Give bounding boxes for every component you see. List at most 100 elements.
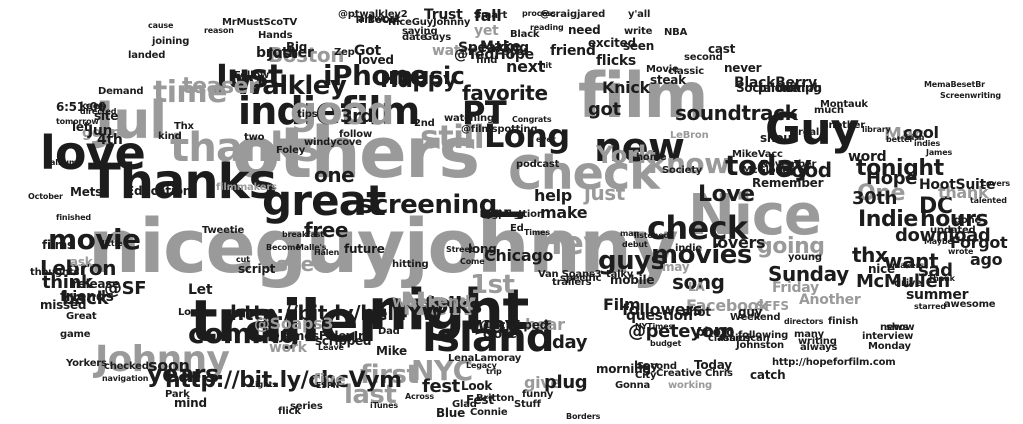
cloud-word-better: better (886, 135, 914, 144)
cloud-word-niceguyjohnny: NiceGuyJohnny (388, 17, 471, 28)
cloud-word-tweetie: Tweetie (202, 225, 245, 236)
cloud-word-one: One (857, 181, 905, 206)
cloud-word-seen: seen (623, 39, 655, 53)
cloud-word-little: little (102, 239, 123, 248)
cloud-word-finish: finish (828, 316, 859, 327)
cloud-word-kid: kid (480, 209, 497, 220)
cloud-word-waiting: waiting (480, 209, 521, 220)
cloud-word-help: Help (480, 209, 505, 220)
cloud-word-morning: morning (596, 362, 651, 376)
cloud-word-remember: Remember (752, 176, 824, 190)
cloud-word-mobile: mobile (610, 273, 655, 287)
cloud-word-another: Another (799, 292, 861, 308)
cloud-word-lebron: Lebron (40, 256, 117, 280)
cloud-word-maybe: Maybe (924, 237, 953, 246)
cloud-word-watch: watch (432, 43, 478, 59)
cloud-word-mike: Mike (376, 344, 407, 358)
cloud-word-sffs: SFFS (756, 299, 789, 313)
cloud-word-steak: steak (650, 73, 686, 87)
cloud-word-reason: reason (204, 26, 234, 35)
cloud-word-teaser: teaser (182, 74, 259, 99)
cloud-word-new: New (400, 285, 477, 323)
cloud-word-new: new (594, 125, 685, 171)
cloud-word-yet: yet (474, 23, 499, 39)
cloud-word-young: young (788, 252, 822, 263)
cloud-word-gonna: gonna (82, 125, 130, 141)
cloud-word-work: work (269, 340, 307, 356)
cloud-word-photo: photo (696, 325, 735, 339)
cloud-word-great: Great (66, 311, 97, 322)
cloud-word-film: Film (603, 295, 641, 314)
cloud-word-follow: follow (339, 129, 372, 140)
cloud-word-directed: directed (80, 107, 117, 116)
cloud-word-october: October (28, 192, 63, 201)
cloud-word-sunday: Sunday (768, 262, 849, 286)
cloud-word-soaps3: @Soaps3 (254, 314, 334, 333)
cloud-word-long: Long (484, 117, 570, 155)
cloud-word-niceguyjohnny: niceguyjohnny (88, 204, 679, 290)
cloud-word-jamesfoleyjr: @JamesFoleyJr (268, 329, 364, 343)
cloud-word-hitting: hitting (392, 259, 429, 270)
cloud-word-last: last (344, 380, 397, 410)
cloud-word-talky: talky (606, 269, 634, 280)
cloud-word-30th: 30th (852, 188, 898, 209)
cloud-word-reading: reading (530, 23, 564, 32)
cloud-word-movies: movies (651, 240, 752, 270)
cloud-word-mets: Mets (70, 185, 102, 199)
cloud-word-jul: Jul (95, 91, 167, 151)
cloud-word-nyc: NYC (411, 354, 473, 387)
cloud-word-big: Big (286, 40, 308, 54)
cloud-word-night: Night (480, 209, 510, 220)
cloud-word-wrote: wrote (948, 247, 974, 256)
cloud-word-filmspotting: @filmspotting (461, 124, 538, 135)
cloud-word-follow: Follow (234, 70, 270, 81)
cloud-word-windycove: windycove (304, 137, 362, 148)
cloud-word-makers: makers (892, 261, 925, 270)
cloud-word-free: free (304, 218, 349, 242)
cloud-word-sad: sad (918, 260, 953, 281)
cloud-word-indies: indies (914, 139, 941, 148)
cloud-word-lenalamoray: LenaLamoray (448, 353, 522, 364)
cloud-word-hit: hit (540, 61, 552, 70)
cloud-word-filmmakers: filmmakers (216, 182, 277, 193)
cloud-word-catch: catch (750, 368, 786, 382)
cloud-word-funny: funny (522, 389, 554, 400)
cloud-word-navigation: navigation (102, 374, 149, 383)
cloud-word-budget: budget (650, 339, 682, 348)
cloud-word-hope: Hope (866, 168, 918, 189)
cloud-word-lights: Lights (250, 380, 277, 389)
cloud-word-way: way (468, 311, 520, 339)
cloud-word-yorkers: Yorkers (66, 358, 107, 369)
cloud-word-johnny: Johnny (95, 339, 230, 380)
cloud-word-nytimes: NYTimes (635, 322, 674, 331)
cloud-word-malle-s: Malle's (296, 243, 327, 252)
cloud-word-interview: interview (862, 331, 914, 342)
cloud-word-hey: Hey (536, 224, 604, 262)
cloud-word-shot: shot (682, 305, 711, 319)
cloud-word-time: time (153, 75, 227, 110)
cloud-word-next: next (506, 57, 545, 76)
cloud-word-street: Street (446, 245, 474, 254)
cloud-word-check: Check (508, 146, 660, 200)
cloud-word-legacy: Legacy (466, 361, 497, 370)
cloud-word-gonna: Gonna (615, 380, 651, 391)
cloud-word-creative-chris: Creative Chris (656, 368, 733, 379)
cloud-word-itunes: iTunes (370, 401, 398, 410)
cloud-word-peteyorn: @peteyorn (628, 321, 735, 342)
cloud-word-red: Red (480, 209, 502, 220)
cloud-word-trailers: trailers (552, 277, 592, 288)
cloud-word-just: Just (268, 46, 298, 62)
cloud-word-going: going (757, 234, 825, 259)
cloud-word-montauk: Montauk (820, 99, 868, 110)
cloud-word-thoughts: thoughts (30, 267, 80, 278)
cloud-word-always: always (800, 342, 838, 353)
cloud-word-foley: Foley (276, 145, 306, 156)
cloud-word-word: word (848, 149, 887, 165)
cloud-word-second: Second (637, 361, 677, 372)
cloud-word-viewing: viewing (480, 209, 523, 220)
cloud-word-got: Got (354, 43, 381, 59)
cloud-word-check: check (647, 209, 748, 247)
cloud-word-ever: ever (536, 135, 556, 144)
cloud-word-many: many (794, 329, 825, 340)
cloud-word-1st: 1st (470, 270, 515, 300)
